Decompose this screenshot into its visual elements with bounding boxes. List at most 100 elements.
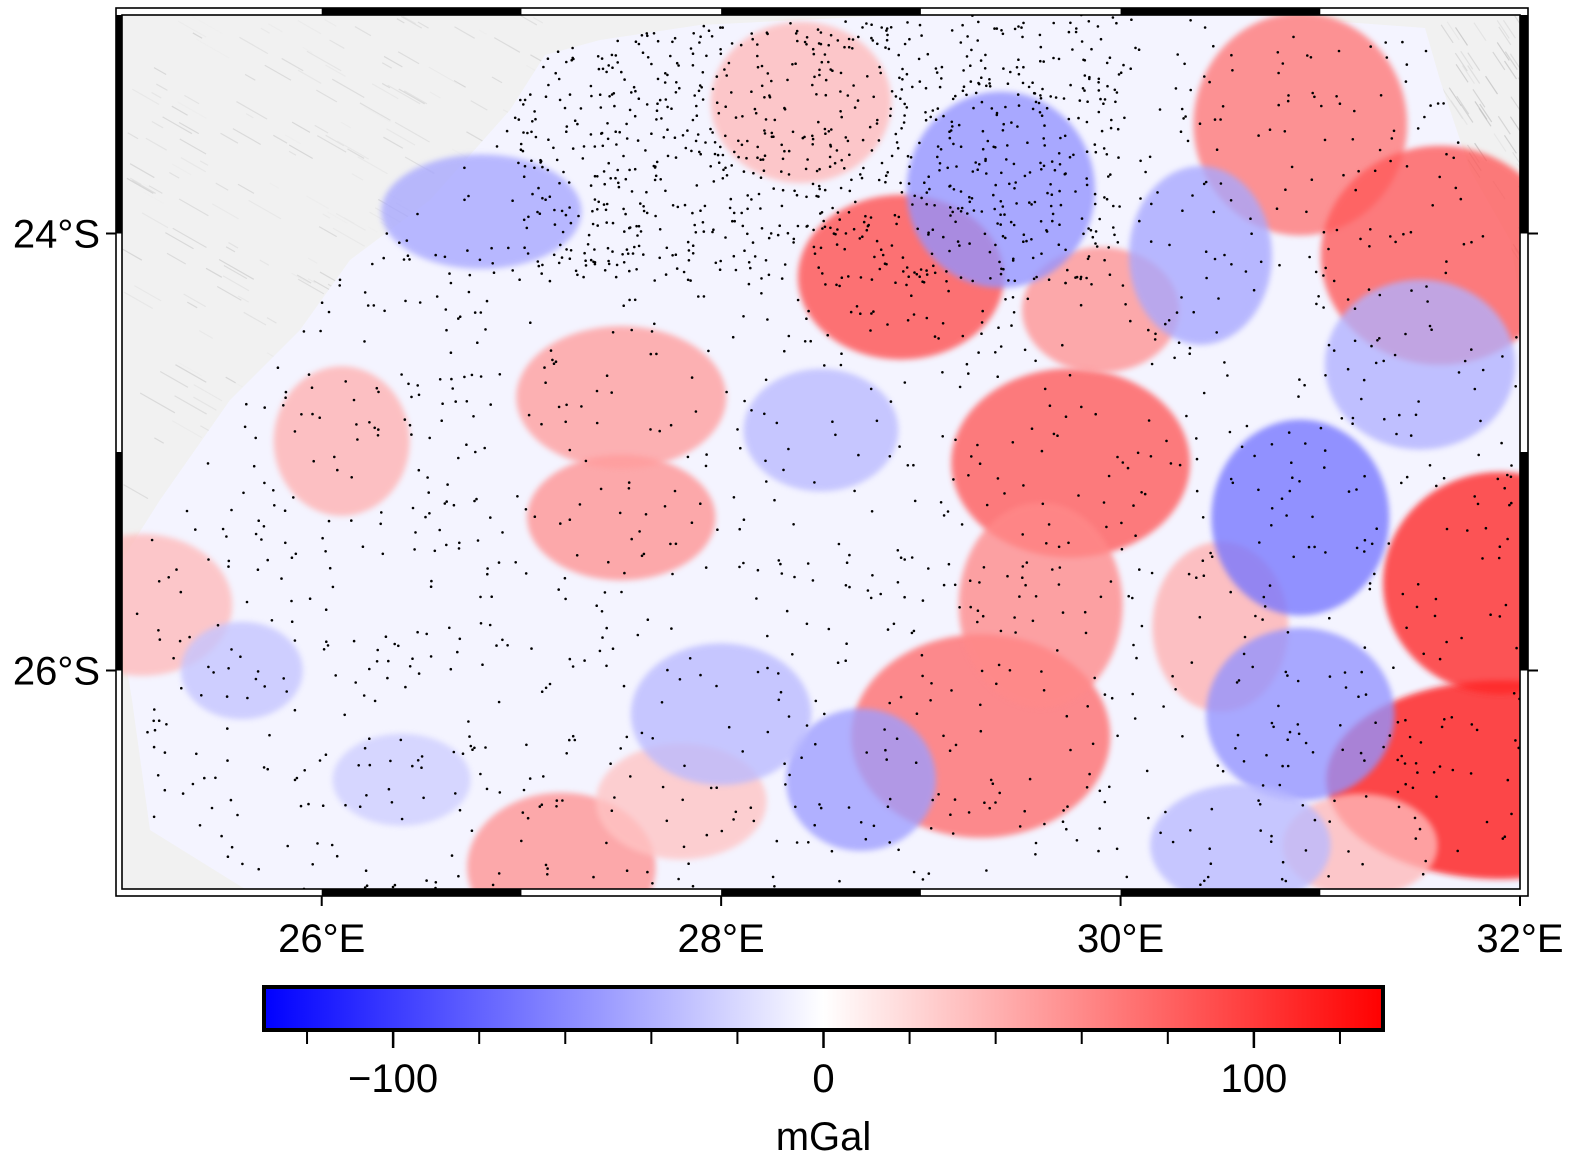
station-dot: [927, 233, 930, 236]
station-dot: [1382, 359, 1385, 363]
station-dot: [910, 294, 913, 298]
station-dot: [666, 73, 669, 77]
relief-stroke: [223, 264, 248, 280]
station-dot: [1208, 80, 1211, 84]
station-dot: [927, 567, 930, 570]
station-dot: [968, 195, 971, 199]
station-dot: [860, 176, 864, 180]
station-dot: [642, 253, 645, 256]
station-dot: [403, 418, 407, 421]
station-dot: [320, 301, 324, 305]
relief-stroke: [429, 91, 441, 99]
station-dot: [1270, 834, 1273, 838]
station-dot: [1083, 74, 1087, 77]
station-dot: [1313, 545, 1316, 549]
gravity-grid-region: [122, 15, 1520, 889]
station-dot: [896, 146, 900, 150]
station-dot: [461, 752, 465, 755]
relief-stroke: [1510, 96, 1520, 112]
station-dot: [1396, 720, 1400, 724]
station-dot: [1050, 160, 1054, 163]
station-dot: [812, 245, 816, 249]
station-dot: [779, 562, 782, 566]
map-frame: [115, 7, 1529, 897]
station-dot: [968, 200, 972, 204]
station-dot: [1389, 235, 1392, 238]
station-dot: [830, 849, 834, 853]
station-dot: [777, 672, 780, 675]
station-dot: [542, 775, 545, 778]
station-dot: [969, 80, 973, 83]
station-dot: [939, 501, 943, 504]
station-dot: [1373, 572, 1376, 576]
station-dot: [1063, 134, 1067, 138]
station-dot: [1469, 772, 1473, 775]
station-dot: [611, 66, 614, 69]
station-dot: [1010, 121, 1013, 124]
station-dot: [376, 648, 380, 652]
station-dot: [1303, 383, 1306, 387]
station-dot: [358, 805, 362, 808]
station-dot: [817, 42, 821, 45]
station-dot: [998, 260, 1001, 264]
station-dot: [178, 639, 182, 643]
relief-stroke: [367, 226, 378, 233]
station-dot: [1189, 88, 1192, 92]
station-dot: [670, 107, 673, 110]
station-dot: [791, 130, 795, 134]
station-dot: [1445, 527, 1449, 531]
station-dot: [568, 257, 572, 261]
station-dot: [994, 801, 997, 804]
station-dot: [701, 98, 705, 101]
frame-segment: [721, 889, 921, 896]
station-dot: [645, 103, 649, 106]
station-dot: [1278, 783, 1282, 787]
station-dot: [1405, 165, 1409, 168]
station-dot: [1296, 679, 1300, 683]
station-dot: [950, 29, 954, 32]
station-dot: [704, 566, 708, 569]
station-dot: [445, 500, 449, 503]
station-dot: [181, 792, 185, 795]
station-dot: [848, 553, 851, 557]
station-dot: [531, 120, 534, 123]
colorbar-tick-label: 0: [812, 1057, 834, 1101]
station-dot: [383, 309, 386, 313]
station-dot: [750, 409, 753, 412]
station-dot: [732, 818, 735, 821]
station-dot: [1001, 234, 1005, 238]
station-dot: [319, 329, 322, 333]
station-dot: [1063, 172, 1067, 176]
station-dot: [1031, 81, 1034, 84]
y-tick-label: 26°S: [13, 650, 100, 694]
station-dot: [1270, 507, 1274, 510]
relief-stroke: [228, 242, 239, 249]
station-dot: [1005, 158, 1008, 161]
station-dot: [533, 515, 537, 518]
station-dot: [548, 195, 552, 198]
station-dot: [1332, 349, 1336, 352]
station-dot: [765, 31, 769, 34]
station-dot: [976, 620, 979, 624]
station-dot: [836, 211, 840, 214]
station-dot: [1324, 551, 1327, 554]
station-dot: [695, 104, 698, 108]
station-dot: [610, 809, 614, 812]
station-dot: [805, 195, 808, 199]
station-dot: [981, 147, 985, 151]
map-area: [122, 15, 1520, 889]
station-dot: [420, 755, 424, 758]
relief-stroke: [184, 94, 200, 105]
station-dot: [433, 549, 437, 553]
station-dot: [929, 699, 932, 702]
station-dot: [1311, 515, 1314, 519]
station-dot: [1506, 473, 1509, 477]
station-dot: [844, 584, 848, 587]
station-dot: [835, 149, 839, 152]
station-dot: [719, 145, 722, 149]
station-dot: [818, 803, 821, 806]
station-dot: [979, 59, 983, 62]
station-dot: [903, 381, 907, 384]
station-dot: [326, 644, 330, 647]
station-dot: [1261, 784, 1265, 787]
